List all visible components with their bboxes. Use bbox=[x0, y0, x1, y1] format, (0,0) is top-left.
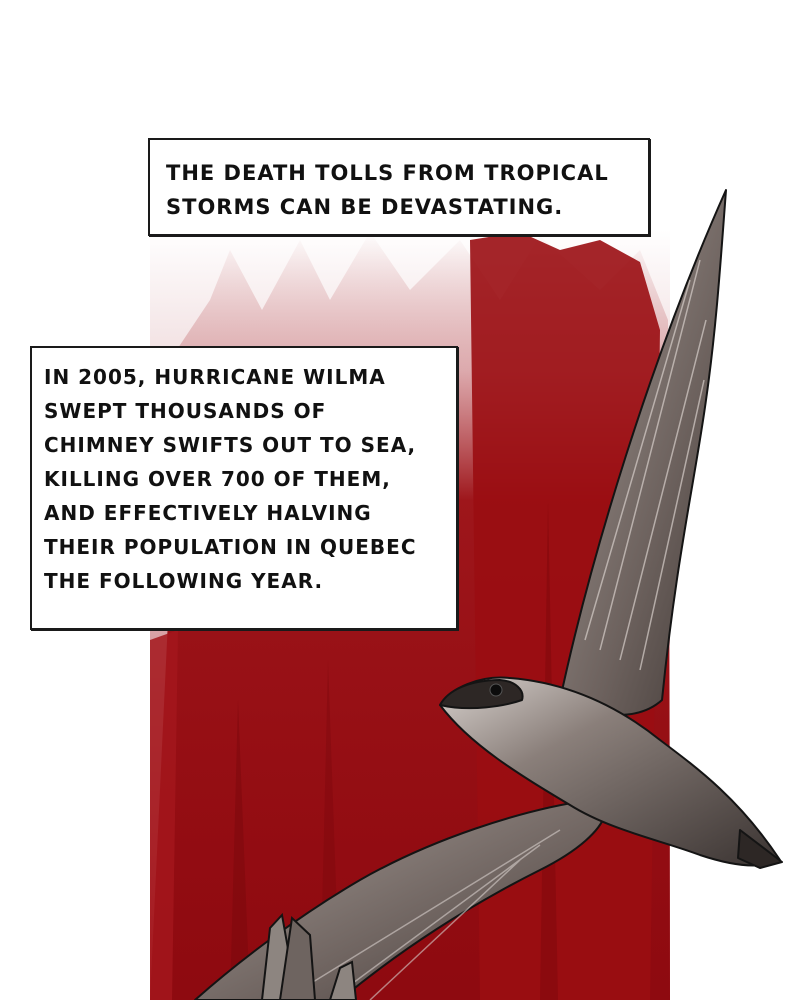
caption-main-line-4: KILLING OVER 700 OF THEM, bbox=[44, 467, 391, 491]
second-bird-wings bbox=[260, 912, 358, 1000]
caption-top: THE DEATH TOLLS FROM TROPICAL STORMS CAN… bbox=[148, 138, 650, 236]
caption-main-line-2: SWEPT THOUSANDS OF bbox=[44, 399, 327, 423]
chimney-swift-bird bbox=[194, 189, 783, 1000]
caption-top-line-1: THE DEATH TOLLS FROM TROPICAL bbox=[166, 161, 609, 185]
caption-main-line-6: THEIR POPULATION IN QUEBEC bbox=[44, 535, 417, 559]
caption-main-line-1: IN 2005, HURRICANE WILMA bbox=[44, 365, 386, 389]
caption-main-line-5: AND EFFECTIVELY HALVING bbox=[44, 501, 372, 525]
caption-main-line-3: CHIMNEY SWIFTS OUT TO SEA, bbox=[44, 433, 417, 457]
caption-main: IN 2005, HURRICANE WILMA SWEPT THOUSANDS… bbox=[30, 346, 458, 630]
caption-top-line-2: STORMS CAN BE DEVASTATING. bbox=[166, 195, 564, 219]
caption-main-line-7: THE FOLLOWING YEAR. bbox=[44, 569, 324, 593]
